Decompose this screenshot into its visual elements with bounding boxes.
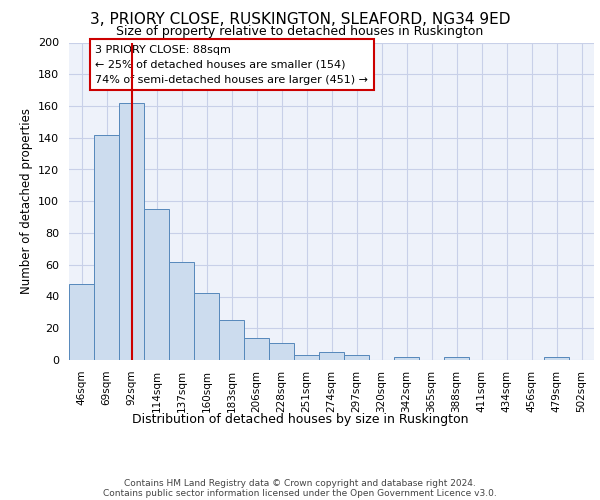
Bar <box>119 103 144 360</box>
Bar <box>344 355 369 360</box>
Bar <box>444 357 469 360</box>
Bar <box>394 357 419 360</box>
Text: 3, PRIORY CLOSE, RUSKINGTON, SLEAFORD, NG34 9ED: 3, PRIORY CLOSE, RUSKINGTON, SLEAFORD, N… <box>90 12 510 28</box>
Text: Distribution of detached houses by size in Ruskington: Distribution of detached houses by size … <box>132 412 468 426</box>
Bar <box>69 284 94 360</box>
Bar <box>269 342 294 360</box>
Y-axis label: Number of detached properties: Number of detached properties <box>20 108 32 294</box>
Text: Contains HM Land Registry data © Crown copyright and database right 2024.
Contai: Contains HM Land Registry data © Crown c… <box>103 479 497 498</box>
Bar <box>94 134 119 360</box>
Bar <box>544 357 569 360</box>
Bar <box>194 294 219 360</box>
Text: 3 PRIORY CLOSE: 88sqm
← 25% of detached houses are smaller (154)
74% of semi-det: 3 PRIORY CLOSE: 88sqm ← 25% of detached … <box>95 45 368 84</box>
Bar <box>319 352 344 360</box>
Bar <box>294 355 319 360</box>
Bar <box>144 209 169 360</box>
Bar <box>169 262 194 360</box>
Text: Size of property relative to detached houses in Ruskington: Size of property relative to detached ho… <box>116 25 484 38</box>
Bar <box>244 338 269 360</box>
Bar <box>219 320 244 360</box>
